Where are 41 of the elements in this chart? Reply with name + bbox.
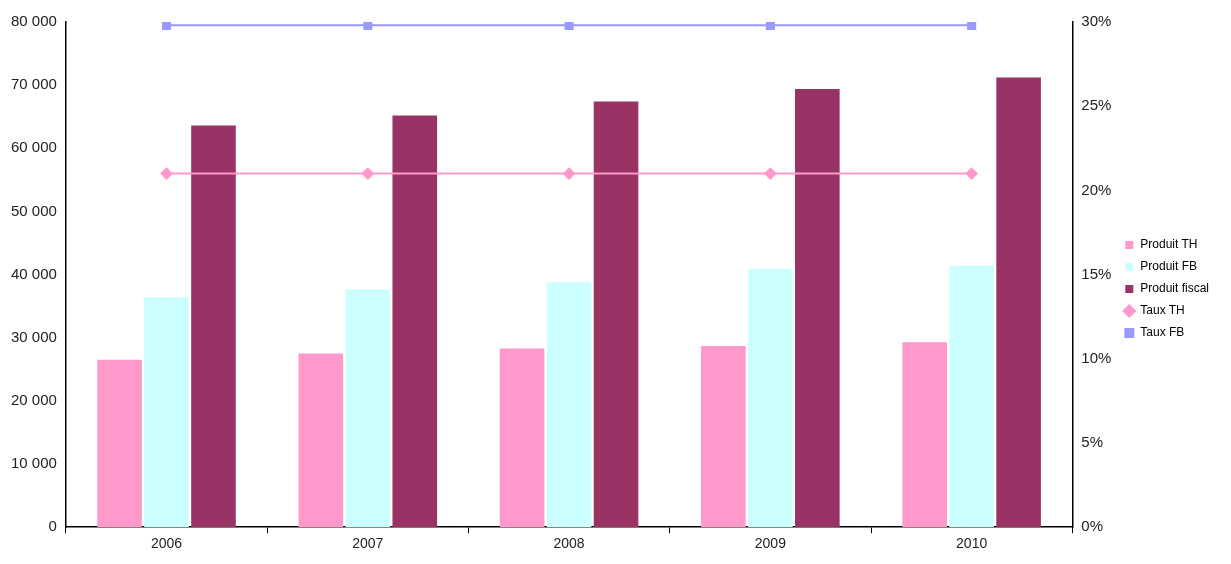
bar <box>97 359 142 528</box>
y-tick-label: 20 000 <box>10 391 57 409</box>
bar <box>499 348 545 528</box>
x-tick-label: 2008 <box>553 535 585 552</box>
bar <box>593 101 639 528</box>
bar <box>345 289 391 528</box>
bar <box>748 268 793 528</box>
x-tick-label: 2010 <box>956 535 988 552</box>
x-tick-label: 2007 <box>352 535 384 552</box>
legend-label: Produit FB <box>1140 259 1198 274</box>
y2-tick-label: 10% <box>1081 348 1112 366</box>
bar <box>902 342 947 528</box>
y2-tick-label: 5% <box>1081 433 1103 451</box>
x-tick-label: 2009 <box>754 535 787 552</box>
y2-tick-label: 30% <box>1081 12 1112 30</box>
y-tick-label: 70 000 <box>10 75 57 93</box>
y-tick-label: 0 <box>48 517 57 535</box>
bar <box>144 297 189 528</box>
bar <box>795 88 840 528</box>
bar <box>392 115 438 528</box>
y-tick-label: 50 000 <box>10 201 57 219</box>
y-tick-label: 40 000 <box>10 264 57 282</box>
legend-label: Produit TH <box>1140 237 1198 252</box>
y-tick-label: 30 000 <box>10 327 57 345</box>
y2-tick-label: 15% <box>1081 264 1112 282</box>
y-tick-label: 60 000 <box>10 138 57 156</box>
y2-tick-label: 0% <box>1081 517 1103 535</box>
y-tick-label: 80 000 <box>10 12 57 30</box>
bar <box>996 77 1041 528</box>
y2-tick-label: 20% <box>1081 180 1112 198</box>
bar <box>949 265 994 528</box>
bar <box>298 353 344 528</box>
legend-label: Produit fiscal <box>1140 281 1210 296</box>
bar <box>546 282 592 528</box>
bar <box>701 345 746 528</box>
legend-label: Taux FB <box>1140 325 1185 340</box>
y-tick-label: 10 000 <box>10 454 57 472</box>
bar <box>191 125 236 528</box>
x-tick-label: 2006 <box>150 535 183 552</box>
legend-label: Taux TH <box>1140 303 1185 318</box>
y2-tick-label: 25% <box>1081 96 1112 114</box>
